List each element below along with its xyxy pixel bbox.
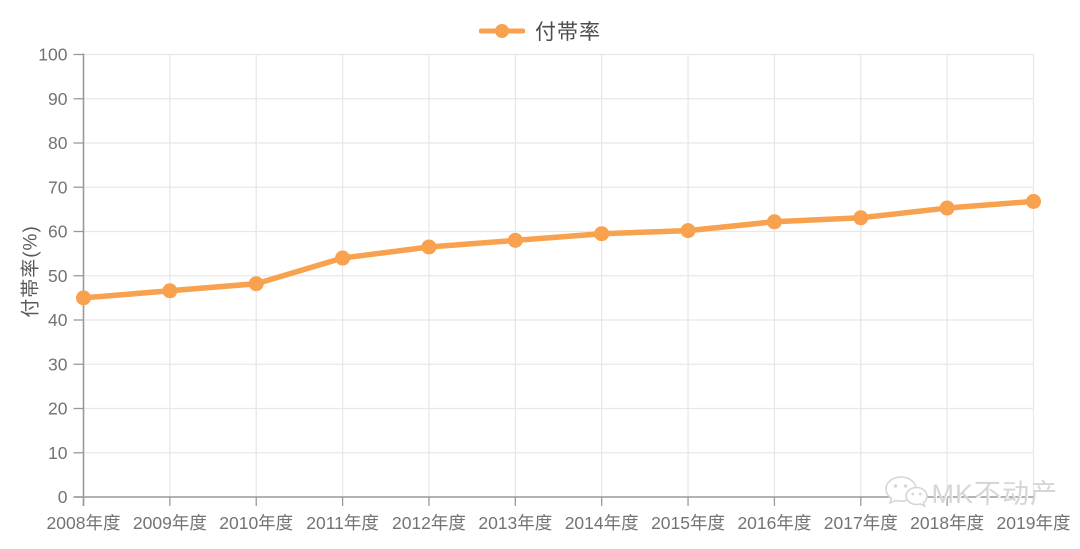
data-point-marker[interactable] [594,226,610,242]
y-tick-label: 60 [48,222,68,242]
line-series [80,198,1037,301]
x-tick-label: 2018年度 [910,513,984,533]
data-point-marker[interactable] [853,210,869,226]
x-tick-label: 2010年度 [219,513,293,533]
y-axis-title: 付帯率(%) [20,225,42,318]
x-tick-label: 2015年度 [651,513,725,533]
x-tick-label: 2019年度 [997,513,1071,533]
y-tick-label: 30 [48,354,68,374]
y-tick-label: 90 [48,89,68,109]
x-tick-label: 2014年度 [565,513,639,533]
x-tick-label: 2016年度 [737,513,811,533]
x-tick-label: 2008年度 [47,513,121,533]
legend-item-series[interactable]: 付帯率 [0,16,1080,46]
x-tick-label: 2009年度 [133,513,207,533]
x-tick-label: 2011年度 [306,513,379,533]
data-point-marker[interactable] [162,283,178,299]
data-point-marker[interactable] [421,239,437,255]
data-point-marker[interactable] [1026,193,1041,209]
x-tick-label: 2017年度 [824,513,898,533]
data-point-marker[interactable] [680,223,696,239]
data-point-marker[interactable] [76,290,91,306]
x-tick-label: 2013年度 [478,513,552,533]
legend-label: 付帯率 [535,21,601,44]
y-tick-label: 40 [48,310,68,330]
data-point-marker[interactable] [335,250,351,266]
y-tick-label: 100 [38,45,67,65]
legend-line-marker-icon [479,23,525,39]
x-tick-label: 2012年度 [392,513,466,533]
y-tick-label: 50 [48,266,68,286]
data-point-marker[interactable] [939,200,955,216]
y-tick-label: 0 [58,487,68,507]
data-point-marker[interactable] [248,276,264,292]
data-point-marker[interactable] [507,232,523,248]
y-tick-label: 80 [48,133,68,153]
data-point-marker[interactable] [766,214,782,230]
y-tick-label: 10 [48,443,68,463]
y-tick-label: 20 [48,399,68,419]
y-tick-label: 70 [48,177,68,197]
